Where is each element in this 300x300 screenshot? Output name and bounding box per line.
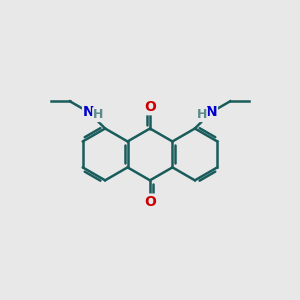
Text: O: O — [144, 195, 156, 208]
Text: O: O — [144, 100, 156, 114]
Text: N: N — [83, 105, 95, 119]
Text: H: H — [196, 108, 207, 121]
Text: N: N — [205, 105, 217, 119]
Text: H: H — [93, 108, 104, 121]
